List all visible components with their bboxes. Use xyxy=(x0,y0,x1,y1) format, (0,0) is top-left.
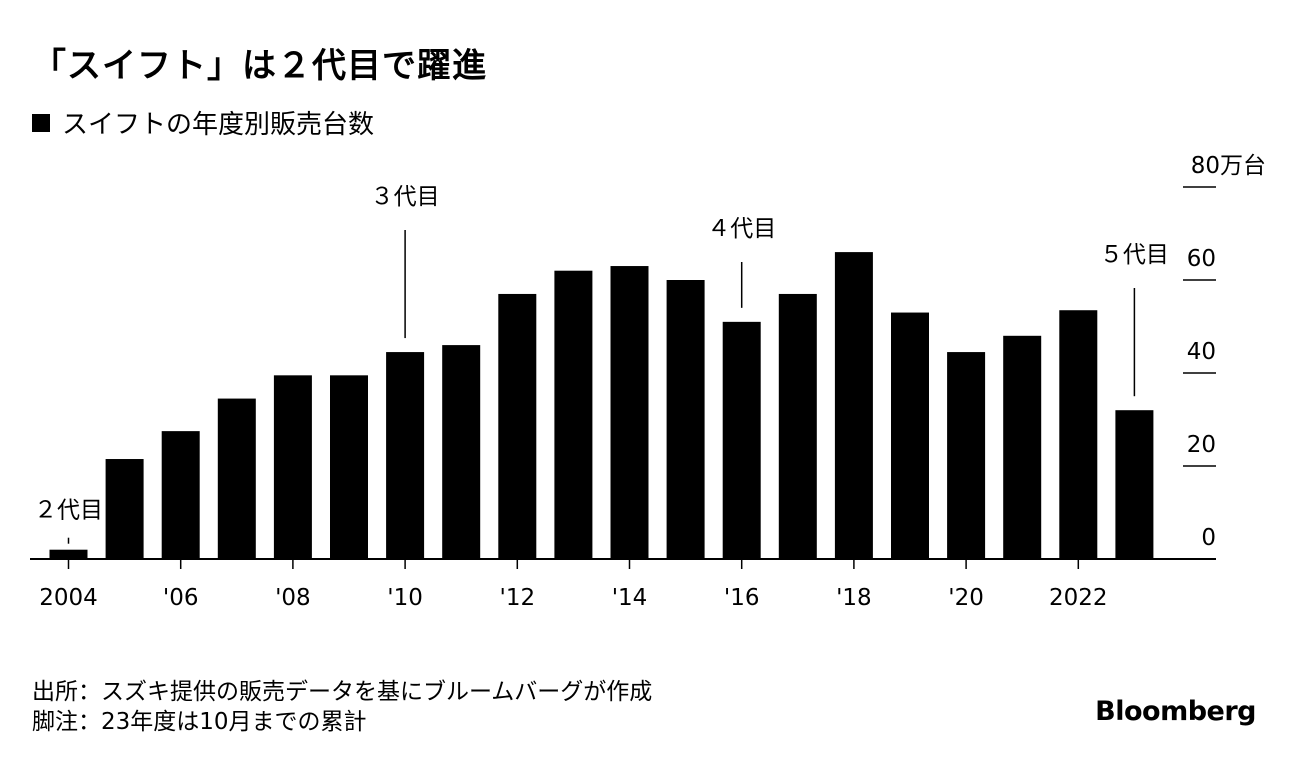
bar-2008 xyxy=(273,375,312,559)
legend-label: スイフトの年度別販売台数 xyxy=(62,110,375,140)
x-tick-label-2006: '06 xyxy=(163,585,199,611)
annotation-label-2023: ５代目 xyxy=(1100,242,1169,268)
x-tick-label-2012: '12 xyxy=(500,585,536,611)
annotation-label-2004: ２代目 xyxy=(34,498,103,524)
x-tick-label-2022: 2022 xyxy=(1049,585,1108,611)
bar-2017 xyxy=(778,293,817,559)
chart-title: 「スイフト」は２代目で躍進 xyxy=(32,46,487,86)
bar-2007 xyxy=(217,398,256,559)
x-tick-label-2014: '14 xyxy=(612,585,648,611)
y-tick-label-60: 60 xyxy=(1187,246,1216,272)
y-tick-label-20: 20 xyxy=(1187,432,1216,458)
bar-2011 xyxy=(442,345,481,559)
annotation-label-2016: ４代目 xyxy=(707,216,776,242)
bar-2015 xyxy=(666,280,705,559)
source-note: 出所：スズキ提供の販売データを基にブルームバーグが作成 xyxy=(32,679,653,705)
bar-2005 xyxy=(105,459,144,559)
y-tick-label-40: 40 xyxy=(1187,339,1216,365)
bar-2022 xyxy=(1059,310,1098,559)
annotation-label-2010: ３代目 xyxy=(371,184,440,210)
bar-2021 xyxy=(1003,335,1042,559)
footnote: 脚注：23年度は10月までの累計 xyxy=(32,709,367,735)
legend-swatch xyxy=(32,113,50,132)
bar-2012 xyxy=(498,293,537,559)
x-tick-label-2018: '18 xyxy=(836,585,872,611)
bar-2023 xyxy=(1115,410,1154,559)
bar-2016 xyxy=(722,321,761,559)
x-tick-label-2020: '20 xyxy=(948,585,984,611)
x-tick-label-2010: '10 xyxy=(387,585,423,611)
x-tick-label-2004: 2004 xyxy=(39,585,98,611)
bar-2004 xyxy=(49,549,88,559)
y-tick-label-0: 0 xyxy=(1201,525,1216,551)
x-tick-label-2016: '16 xyxy=(724,585,760,611)
y-tick-label-80: 80万台 xyxy=(1191,153,1266,179)
legend: スイフトの年度別販売台数 xyxy=(32,104,374,141)
bar-2006 xyxy=(161,431,200,559)
bar-2010 xyxy=(386,352,425,559)
bar-2009 xyxy=(330,375,368,559)
bar-2019 xyxy=(891,312,929,559)
bar-2013 xyxy=(554,270,593,559)
bloomberg-logo: Bloomberg xyxy=(1095,696,1256,727)
bar-2014 xyxy=(610,266,649,559)
x-tick-label-2008: '08 xyxy=(275,585,311,611)
bar-2020 xyxy=(947,352,986,559)
bar-2018 xyxy=(834,252,873,559)
